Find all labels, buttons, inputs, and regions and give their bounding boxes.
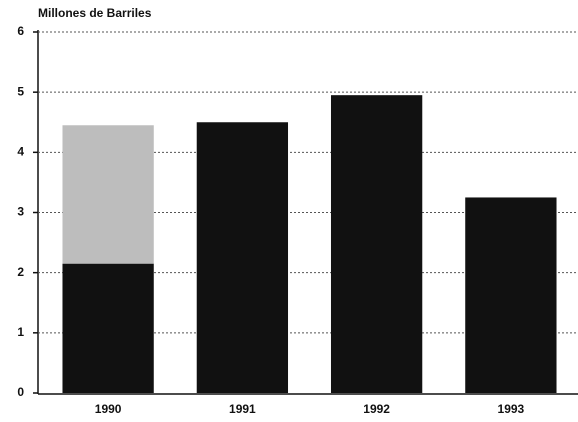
y-tick-label: 4	[17, 145, 24, 159]
y-tick-label: 5	[17, 84, 24, 98]
bar	[196, 122, 289, 393]
y-tick-label: 6	[17, 24, 24, 38]
y-tick-label: 1	[17, 325, 24, 339]
bar	[330, 95, 423, 394]
bar	[62, 125, 154, 264]
y-tick-label: 0	[17, 385, 24, 399]
bar	[465, 197, 557, 393]
x-tick-label: 1990	[95, 402, 122, 416]
x-tick-label: 1993	[498, 402, 525, 416]
x-tick-label: 1992	[363, 402, 390, 416]
bar	[62, 263, 154, 393]
x-tick-label: 1991	[229, 402, 256, 416]
y-tick-label: 2	[17, 265, 24, 279]
chart-title: Millones de Barriles	[38, 6, 152, 20]
y-tick-label: 3	[17, 205, 24, 219]
